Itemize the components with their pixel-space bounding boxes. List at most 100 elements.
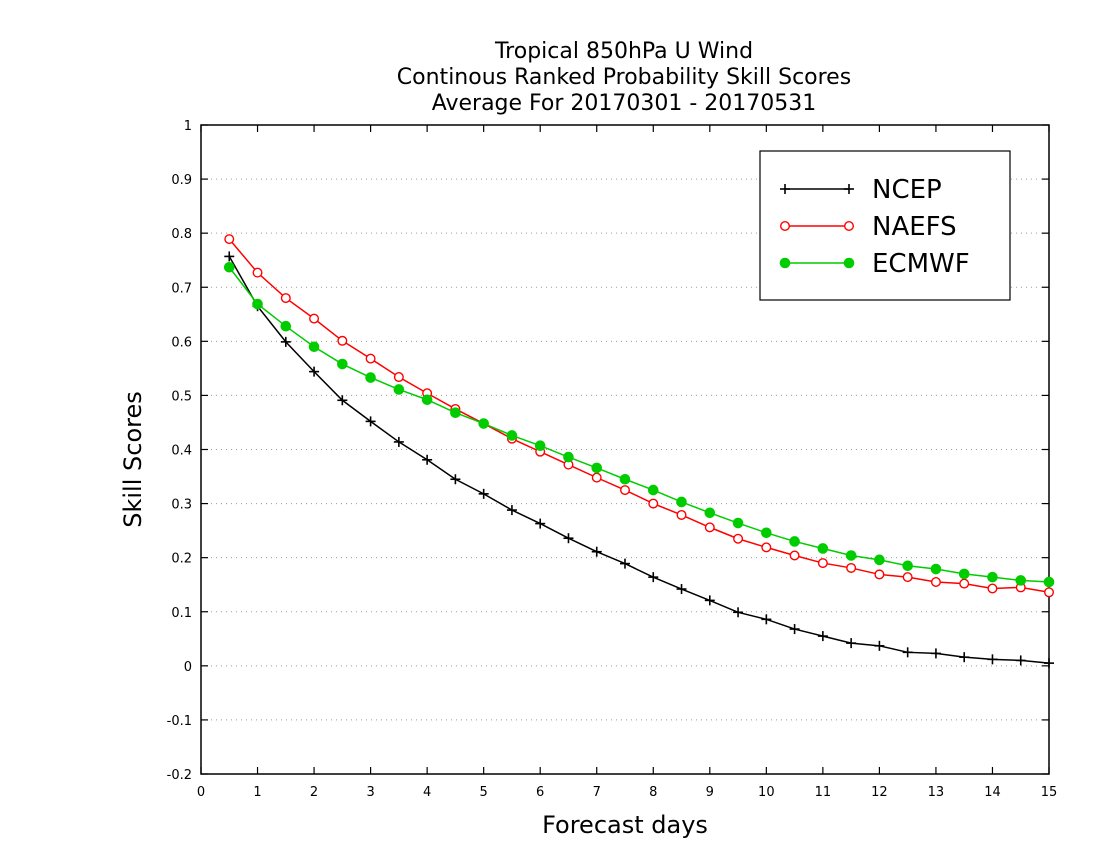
x-tick-label: 7 [593, 785, 601, 800]
data-point-naefs [676, 509, 687, 520]
legend-label-ncep: NCEP [872, 175, 942, 205]
data-point-ecmwf [845, 550, 857, 561]
y-axis-label: Skill Scores [119, 391, 147, 528]
data-point-ecmwf [534, 440, 546, 452]
y-tick-label: 0.8 [171, 227, 192, 242]
series-ecmwf [223, 261, 1055, 588]
data-point-ecmwf [619, 473, 631, 485]
y-tick-label: -0.2 [167, 768, 192, 783]
data-point-ecmwf [421, 394, 433, 406]
data-point-ncep [846, 638, 857, 649]
y-tick-label: 0 [184, 660, 192, 675]
x-tick-label: 10 [758, 785, 775, 800]
data-point-ecmwf [761, 527, 772, 539]
data-point-ecmwf [506, 430, 518, 441]
data-point-ncep [365, 416, 376, 427]
data-point-ecmwf [958, 568, 970, 580]
data-point-ncep [1015, 655, 1026, 666]
data-point-naefs [309, 313, 320, 324]
x-tick-label: 9 [706, 785, 714, 800]
legend-marker-naefs [844, 220, 855, 231]
data-point-ecmwf [393, 384, 405, 395]
y-tick-label: 0.4 [171, 444, 192, 459]
data-point-ecmwf [308, 341, 320, 353]
data-point-naefs [337, 335, 348, 346]
data-point-ecmwf [365, 372, 376, 383]
data-point-naefs [224, 234, 235, 245]
data-point-ncep [987, 654, 998, 665]
data-point-ncep [902, 647, 913, 658]
data-point-ncep [761, 614, 772, 625]
data-point-ecmwf [223, 261, 235, 273]
x-tick-label: 12 [871, 785, 888, 800]
data-point-ecmwf [987, 571, 998, 583]
x-tick-label: 4 [423, 785, 431, 800]
data-point-naefs [733, 533, 744, 544]
data-point-naefs [620, 485, 631, 496]
y-tick-label: 0.3 [171, 498, 192, 513]
legend-label-naefs: NAEFS [872, 212, 957, 242]
data-point-ncep [337, 395, 348, 406]
data-point-ecmwf [337, 358, 348, 370]
data-point-naefs [959, 578, 970, 589]
data-point-naefs [252, 267, 263, 278]
series-layer [223, 234, 1055, 669]
data-point-ecmwf [789, 536, 800, 547]
data-point-naefs [280, 293, 291, 304]
data-point-ncep [563, 533, 574, 544]
data-point-ecmwf [930, 563, 942, 575]
data-point-ecmwf [563, 451, 574, 463]
data-point-ncep [1044, 658, 1054, 669]
data-point-ecmwf [252, 298, 263, 310]
legend-marker-ncep [780, 184, 790, 194]
data-point-ecmwf [1015, 575, 1027, 586]
x-tick-label: 6 [536, 785, 544, 800]
legend-item-naefs: NAEFS [780, 212, 957, 242]
x-tick-label: 5 [480, 785, 488, 800]
data-point-naefs [761, 542, 772, 553]
x-tick-label: 14 [984, 785, 1001, 800]
data-point-naefs [365, 353, 376, 364]
chart-title-line-1: Tropical 850hPa U Wind [494, 39, 753, 64]
data-point-ecmwf [280, 320, 292, 332]
data-point-naefs [987, 583, 998, 594]
data-point-naefs [817, 558, 828, 569]
data-point-ncep [506, 505, 517, 516]
legend-label-ecmwf: ECMWF [872, 249, 970, 279]
series-ncep [224, 251, 1054, 669]
x-tick-label: 13 [928, 785, 945, 800]
legend-item-ecmwf: ECMWF [779, 249, 970, 279]
y-tick-label: 1 [184, 119, 192, 134]
data-point-ncep [789, 624, 800, 635]
x-tick-label: 2 [310, 785, 318, 800]
legend: NCEP NAEFS ECMWF [759, 150, 1011, 301]
data-point-ncep [450, 474, 461, 485]
data-point-ncep [620, 558, 630, 569]
y-tick-label: 0.5 [171, 389, 192, 404]
data-point-naefs [930, 577, 941, 588]
data-point-ncep [959, 652, 970, 663]
data-point-naefs [789, 550, 800, 561]
data-point-naefs [1043, 587, 1054, 598]
x-tick-label: 11 [815, 785, 832, 800]
data-point-ncep [280, 336, 291, 347]
data-point-naefs [393, 372, 404, 383]
data-point-ncep [224, 251, 235, 262]
data-point-ncep [704, 595, 715, 606]
data-point-ecmwf [478, 418, 489, 429]
data-point-ecmwf [1043, 576, 1055, 588]
legend-marker-ecmwf [779, 257, 791, 269]
x-tick-label: 1 [253, 785, 261, 800]
data-point-naefs [704, 522, 715, 533]
legend-item-ncep: NCEP [780, 175, 942, 205]
x-tick-label: 3 [366, 785, 374, 800]
series-line-ecmwf [228, 266, 1050, 583]
y-tick-label: 0.6 [171, 335, 192, 350]
data-point-ncep [478, 488, 489, 499]
y-tick-label: 0.7 [171, 281, 192, 296]
data-point-naefs [874, 569, 885, 580]
data-point-naefs [648, 498, 659, 509]
data-point-ecmwf [591, 462, 603, 474]
